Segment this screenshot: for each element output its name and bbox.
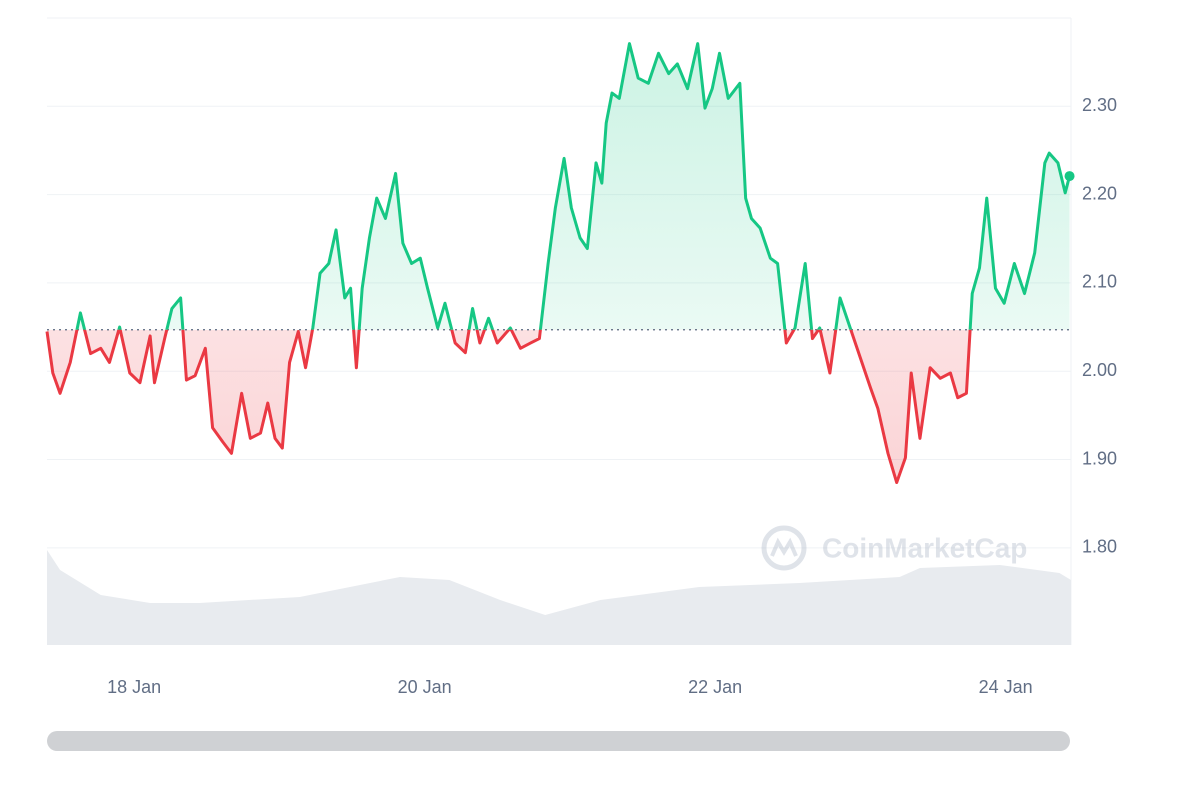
volume-area [47,550,1071,645]
last-point [1064,171,1075,182]
y-tick-label: 1.90 [1082,448,1117,468]
area-down [47,329,1070,483]
y-tick-label: 2.00 [1082,360,1117,380]
y-tick-label: 2.20 [1082,183,1117,203]
area-up [76,43,1070,330]
watermark-text: CoinMarketCap [822,532,1027,563]
y-tick-label: 2.30 [1082,95,1117,115]
x-tick-label: 22 Jan [688,677,742,697]
price-line-up [75,42,1072,330]
x-tick-label: 24 Jan [979,677,1033,697]
y-tick-label: 1.80 [1082,537,1117,557]
scrollbar[interactable] [47,731,1070,751]
y-tick-label: 2.10 [1082,272,1117,292]
x-tick-label: 20 Jan [398,677,452,697]
price-line-down [45,329,972,485]
x-tick-label: 18 Jan [107,677,161,697]
watermark: CoinMarketCap [761,525,1027,571]
